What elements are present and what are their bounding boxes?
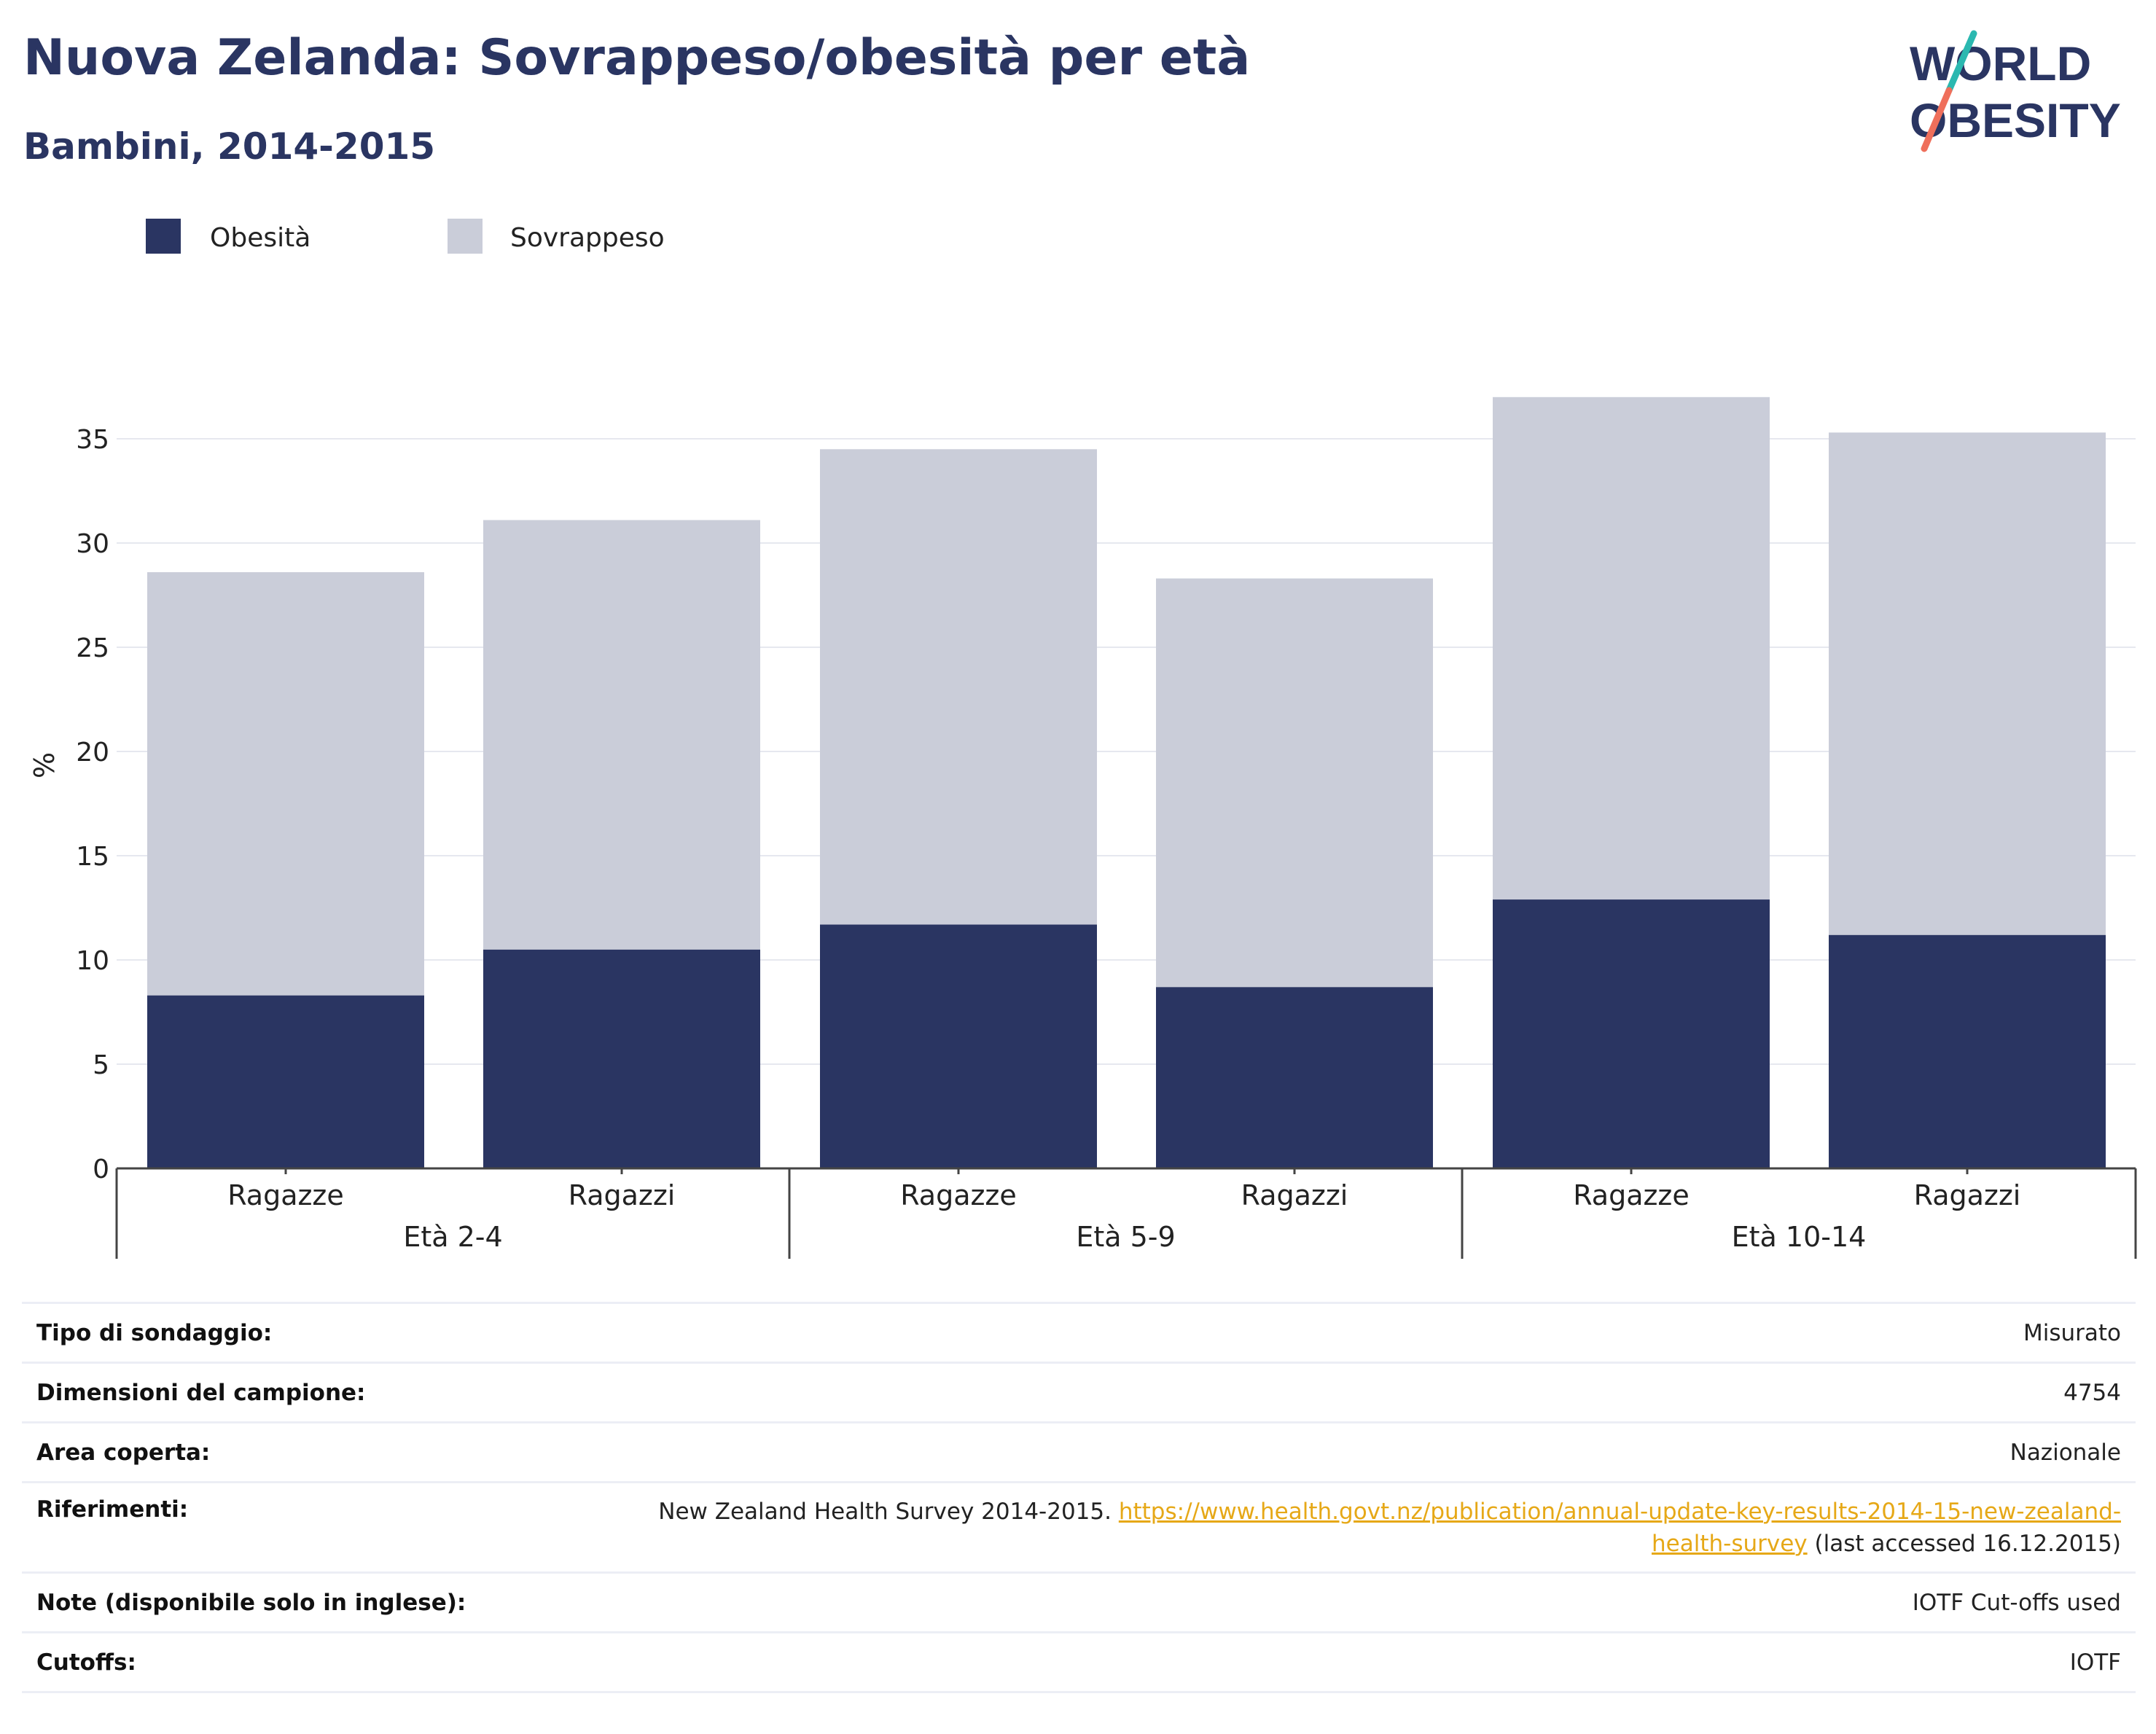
- info-row-cutoffs: Cutoffs: IOTF: [22, 1632, 2136, 1693]
- info-value-references: New Zealand Health Survey 2014-2015. htt…: [518, 1482, 2136, 1574]
- info-value: IOTF: [518, 1632, 2136, 1693]
- bar-overweight: [820, 449, 1097, 925]
- x-tick-label: Ragazzi: [1914, 1179, 2021, 1211]
- x-tick-label: Ragazze: [900, 1179, 1017, 1211]
- x-tick-label: Ragazzi: [569, 1179, 676, 1211]
- info-row-survey-type: Tipo di sondaggio: Misurato: [22, 1302, 2136, 1364]
- page-title: Nuova Zelanda: Sovrappeso/obesità per et…: [23, 29, 1251, 87]
- bar-obesity: [147, 995, 424, 1168]
- bar-overweight: [1493, 397, 1770, 900]
- info-value: Misurato: [518, 1302, 2136, 1364]
- bar-overweight: [147, 572, 424, 996]
- reference-link[interactable]: https://www.health.govt.nz/publication/a…: [1118, 1498, 2121, 1557]
- info-row-sample-size: Dimensioni del campione: 4754: [22, 1362, 2136, 1423]
- bar-obesity: [483, 949, 760, 1168]
- bar-obesity: [1156, 987, 1433, 1168]
- x-tick-label: Ragazze: [227, 1179, 344, 1211]
- x-tick-label: Ragazze: [1573, 1179, 1690, 1211]
- info-label: Dimensioni del campione:: [22, 1362, 519, 1423]
- bar-obesity: [1829, 934, 2106, 1168]
- y-tick-label: 35: [76, 425, 109, 455]
- info-row-notes: Note (disponibile solo in inglese): IOTF…: [22, 1572, 2136, 1633]
- reference-suffix: (last accessed 16.12.2015): [1814, 1530, 2121, 1557]
- bar-overweight: [1156, 578, 1433, 988]
- svg-text:WORLD: WORLD: [1910, 36, 2091, 90]
- info-row-references: Riferimenti: New Zealand Health Survey 2…: [22, 1482, 2136, 1574]
- info-value: IOTF Cut-offs used: [518, 1572, 2136, 1633]
- bar-obesity: [1493, 899, 1770, 1168]
- legend-swatch-overweight: [448, 219, 483, 254]
- y-tick-label: 25: [76, 633, 109, 663]
- info-label: Note (disponibile solo in inglese):: [22, 1572, 519, 1633]
- legend-label-obesity: Obesità: [210, 223, 310, 253]
- y-axis-label: %: [28, 752, 60, 778]
- group-label: Età 5-9: [1076, 1221, 1175, 1253]
- world-obesity-logo: WORLD OBESITY: [1910, 30, 2121, 152]
- info-value: 4754: [518, 1362, 2136, 1423]
- info-label: Area coperta:: [22, 1422, 519, 1483]
- y-tick-label: 10: [76, 946, 109, 976]
- y-tick-label: 20: [76, 738, 109, 768]
- info-row-area: Area coperta: Nazionale: [22, 1422, 2136, 1483]
- bar-chart: Obesità Sovrappeso 0 5 10 15 20 25 30 35 Ragazz…: [28, 219, 2137, 1259]
- info-table: Tipo di sondaggio: Misurato Dimensioni d…: [22, 1302, 2136, 1693]
- y-tick-label: 5: [93, 1050, 109, 1080]
- info-label: Riferimenti:: [22, 1482, 519, 1574]
- group-label: Età 10-14: [1732, 1221, 1867, 1253]
- y-tick-label: 15: [76, 842, 109, 872]
- group-label: Età 2-4: [403, 1221, 502, 1253]
- legend-label-overweight: Sovrappeso: [510, 223, 665, 253]
- page-subtitle: Bambini, 2014-2015: [23, 125, 436, 168]
- legend-swatch-obesity: [146, 219, 181, 254]
- y-tick-label: 30: [76, 529, 109, 559]
- y-tick-label: 0: [93, 1155, 109, 1184]
- info-value: Nazionale: [518, 1422, 2136, 1483]
- legend: Obesità Sovrappeso: [146, 219, 665, 254]
- x-tick-label: Ragazzi: [1241, 1179, 1348, 1211]
- info-label: Tipo di sondaggio:: [22, 1302, 519, 1364]
- bar-obesity: [820, 924, 1097, 1168]
- bar-overweight: [483, 520, 760, 950]
- reference-text: New Zealand Health Survey 2014-2015.: [658, 1498, 1112, 1525]
- bar-overweight: [1829, 432, 2106, 935]
- info-label: Cutoffs:: [22, 1632, 519, 1693]
